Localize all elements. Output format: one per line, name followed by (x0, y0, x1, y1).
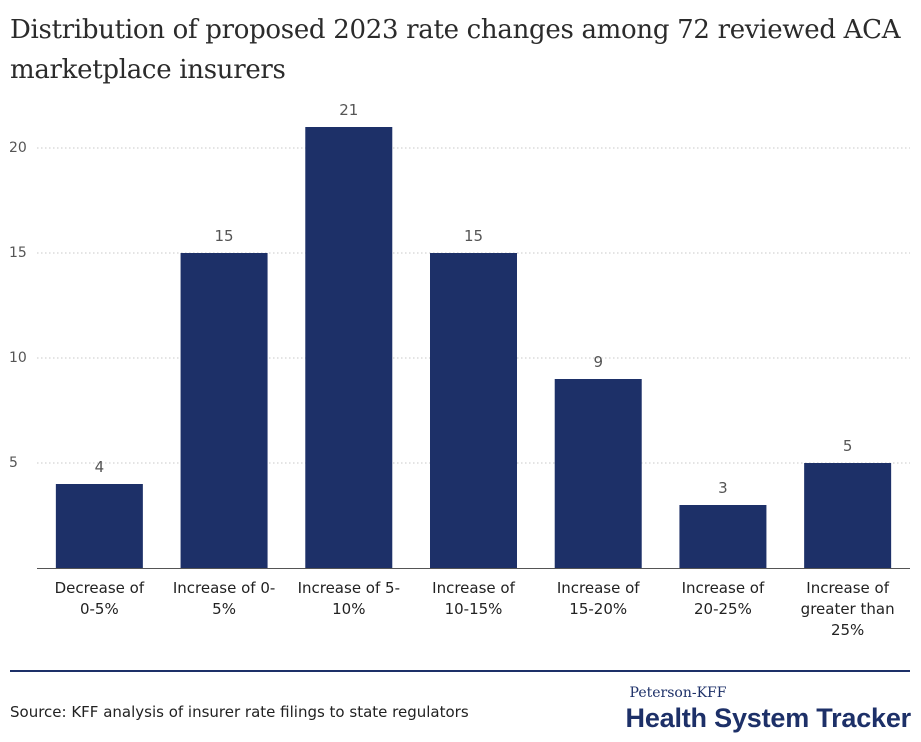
bar (180, 253, 268, 568)
bars (55, 127, 892, 568)
y-axis-ticks: 5 10 15 20 (9, 140, 27, 471)
x-tick-label: Increase of (557, 579, 640, 597)
bar-chart: 5 10 15 20 4 15 21 15 9 3 5 Decrease of 0-5% Increa… (9, 101, 910, 639)
x-tick-label: 25% (831, 621, 864, 639)
data-label: 5 (843, 437, 853, 455)
logo-subtitle: Peterson-KFF (629, 685, 727, 701)
logo-title: Health System Tracker (625, 703, 912, 733)
x-tick-label: 10-15% (445, 600, 503, 618)
y-tick-label: 10 (9, 350, 27, 366)
data-label: 15 (464, 227, 483, 245)
bar (679, 505, 767, 568)
x-tick-label: 10% (332, 600, 365, 618)
x-tick-label: 20-25% (694, 600, 752, 618)
x-tick-label: greater than (801, 600, 895, 618)
bar (430, 253, 517, 568)
data-label: 15 (215, 227, 234, 245)
x-tick-label: Decrease of (55, 579, 145, 597)
bar (305, 127, 393, 568)
x-tick-label: Increase of 5- (298, 579, 400, 597)
data-label: 4 (95, 458, 105, 476)
x-tick-label: Increase of (432, 579, 515, 597)
source-note: Source: KFF analysis of insurer rate fil… (10, 703, 469, 721)
y-tick-label: 20 (9, 140, 27, 156)
x-tick-label: 0-5% (80, 600, 119, 618)
y-tick-label: 5 (9, 455, 18, 471)
data-label: 9 (593, 353, 603, 371)
x-tick-label: Increase of (806, 579, 889, 597)
chart-title: Distribution of proposed 2023 rate chang… (10, 15, 901, 85)
footer-divider (10, 670, 910, 672)
brand-logo: Peterson-KFF Health System Tracker (625, 684, 912, 734)
bar (55, 484, 143, 568)
y-tick-label: 15 (9, 245, 27, 261)
x-tick-label: 5% (212, 600, 236, 618)
data-label: 3 (718, 479, 728, 497)
x-tick-label: 15-20% (569, 600, 627, 618)
data-label: 21 (339, 101, 358, 119)
x-axis-ticks: Decrease of 0-5% Increase of 0- 5% Increase … (55, 579, 895, 639)
data-labels: 4 15 21 15 9 3 5 (95, 101, 853, 497)
x-tick-label: Increase of (682, 579, 765, 597)
x-tick-label: Increase of 0- (173, 579, 275, 597)
bar (804, 463, 892, 568)
bar (554, 379, 642, 568)
